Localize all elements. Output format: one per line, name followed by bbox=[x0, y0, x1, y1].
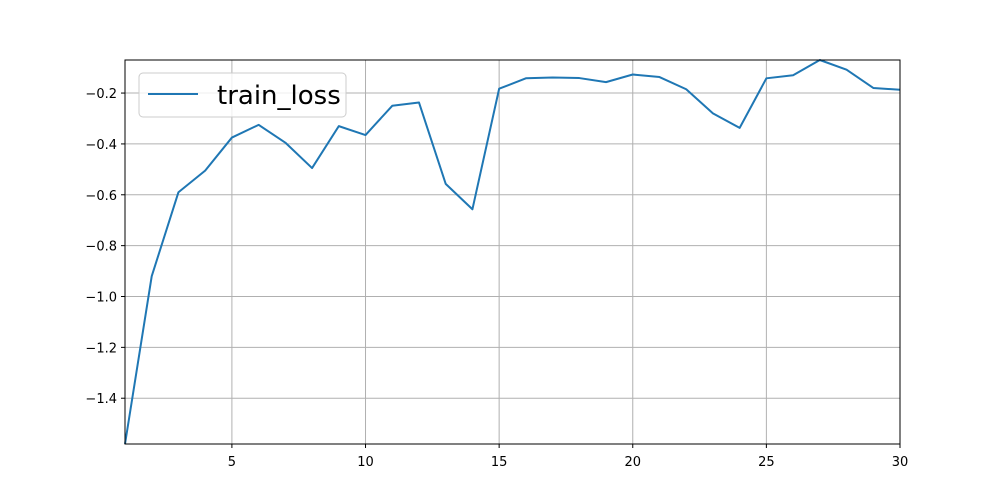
legend: train_loss bbox=[138, 72, 347, 118]
y-tick-label: −1.4 bbox=[85, 392, 117, 407]
y-tick-label: −0.4 bbox=[85, 138, 117, 153]
y-tick-label: −0.2 bbox=[85, 87, 117, 102]
legend-box bbox=[138, 72, 347, 118]
y-tick-label: −0.8 bbox=[85, 240, 117, 255]
x-tick-label: 5 bbox=[228, 455, 236, 470]
legend-label: train_loss bbox=[217, 81, 341, 111]
x-tick-label: 30 bbox=[892, 455, 909, 470]
plot-frame bbox=[124, 59, 901, 445]
y-tick-label: −1.2 bbox=[85, 341, 117, 356]
x-tick-label: 20 bbox=[624, 455, 641, 470]
y-tick-label: −1.0 bbox=[85, 291, 117, 306]
y-tick-label: −0.6 bbox=[85, 189, 117, 204]
x-tick-label: 25 bbox=[758, 455, 775, 470]
x-tick-label: 15 bbox=[491, 455, 508, 470]
x-tick-label: 10 bbox=[357, 455, 374, 470]
series-line-train-loss bbox=[124, 59, 901, 445]
plot-background bbox=[125, 60, 900, 444]
axis-ticks: 5 10 15 20 25 30 −1.4 −1.2 −1.0 −0.8 −0.6 −0.4 −0.2 bbox=[85, 87, 908, 470]
series-layer bbox=[124, 59, 901, 445]
